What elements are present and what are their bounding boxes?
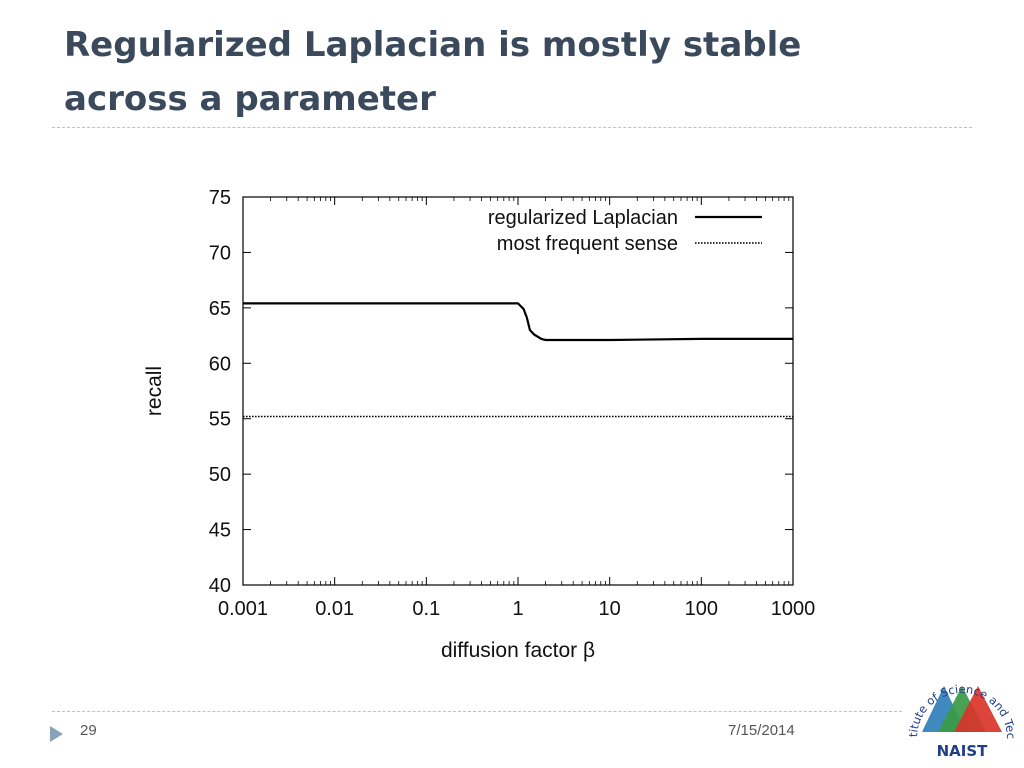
series-line-1: [243, 302, 793, 342]
naist-logo: Nara Institute of Science and Technology…: [900, 650, 1018, 768]
x-tick-label: 1000: [771, 598, 816, 620]
x-tick-label: 100: [685, 598, 718, 620]
logo-red-mountain-icon: [954, 686, 1002, 732]
legend-label: regularized Laplacian: [488, 207, 678, 229]
logo-wordmark: NAIST: [937, 742, 989, 760]
y-tick-label: 65: [209, 298, 231, 320]
series-lines: [243, 302, 793, 418]
y-tick-label: 50: [209, 464, 231, 486]
y-tick-label: 55: [209, 409, 231, 431]
slide-title-line-2: across a parameter: [64, 79, 436, 119]
slide-title: Regularized Laplacian is mostly stable a…: [64, 18, 964, 126]
y-axis-ticks: 40 45 50 55 60 65 70 75: [209, 187, 793, 597]
legend-label: most frequent sense: [497, 233, 678, 255]
y-tick-label: 70: [209, 242, 231, 264]
y-axis-label: recall: [143, 366, 166, 416]
triangle-bullet-icon: [50, 726, 63, 742]
x-axis-ticks: 0.001 0.01 0.1 1 10 100 1000: [218, 197, 815, 620]
x-tick-label: 10: [599, 598, 621, 620]
y-tick-label: 45: [209, 520, 231, 542]
x-tick-label: 0.01: [315, 598, 354, 620]
legend: regularized Laplacian most frequent sense: [488, 207, 762, 255]
slide-title-line-1: Regularized Laplacian is mostly stable: [64, 25, 802, 65]
page-number: 29: [80, 722, 97, 739]
y-tick-label: 40: [209, 575, 231, 597]
x-axis-label: diffusion factor β: [441, 639, 595, 662]
y-tick-label: 60: [209, 353, 231, 375]
x-tick-label: 0.001: [218, 598, 268, 620]
title-divider: [52, 127, 972, 128]
y-tick-label: 75: [209, 187, 231, 209]
x-tick-label: 0.1: [412, 598, 440, 620]
plot-frame: [242, 196, 794, 586]
footer-divider: [52, 711, 902, 712]
footer-date: 7/15/2014: [728, 722, 795, 739]
x-tick-label: 1: [512, 598, 523, 620]
